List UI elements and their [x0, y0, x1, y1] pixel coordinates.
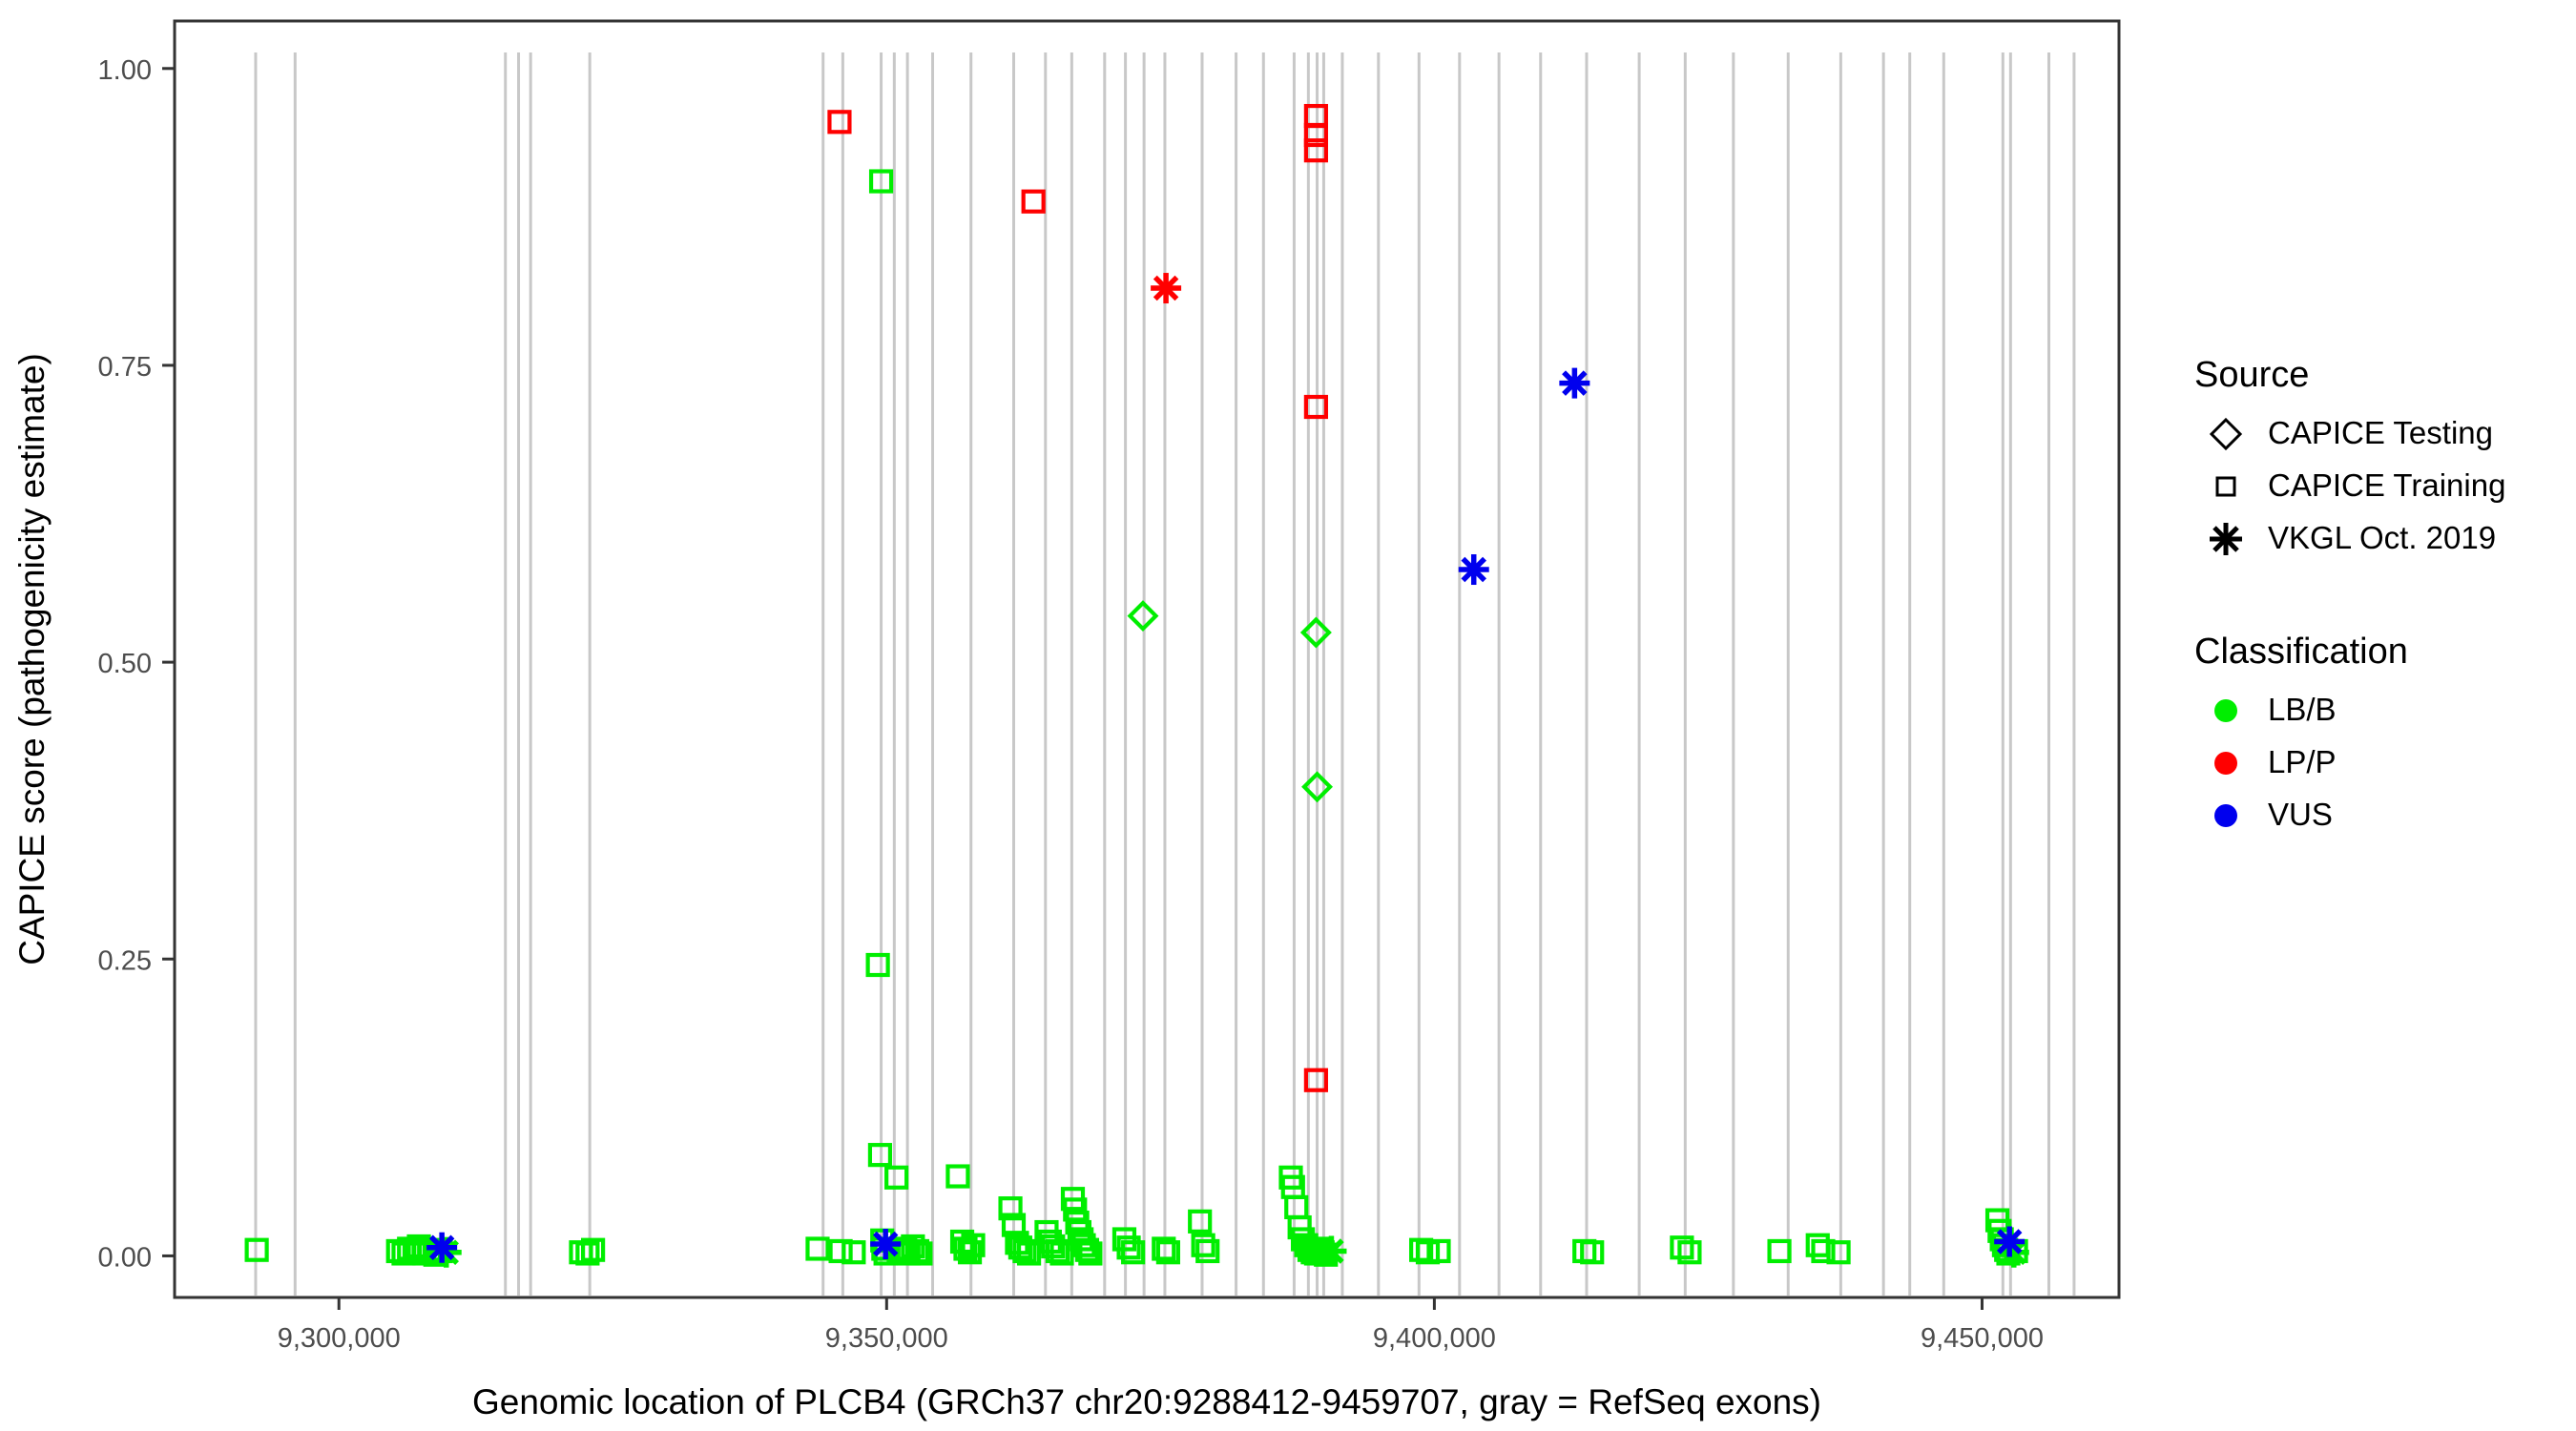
- x-tick-label: 9,400,000: [1373, 1323, 1496, 1354]
- legend-item-label: CAPICE Training: [2268, 467, 2505, 503]
- point-square: [957, 1240, 983, 1265]
- y-tick-label: 0.75: [98, 352, 152, 383]
- point-square: [1063, 1197, 1088, 1222]
- point-square: [1409, 1237, 1434, 1262]
- point-square: [1426, 1238, 1451, 1264]
- point-square: [1303, 1068, 1328, 1092]
- point-square: [1303, 138, 1328, 163]
- point-square: [998, 1196, 1023, 1221]
- point-square: [1303, 394, 1328, 420]
- point-diamond: [1301, 771, 1334, 803]
- legend-circle-icon: [2214, 804, 2237, 827]
- point-square: [908, 1241, 933, 1266]
- y-axis-title: CAPICE score (pathogenicity estimate): [12, 353, 52, 965]
- point-diamond: [1299, 616, 1332, 649]
- point-asterisk: [1151, 273, 1182, 304]
- point-square: [1074, 1237, 1100, 1262]
- point-asterisk: [1559, 367, 1590, 399]
- y-tick-label: 1.00: [98, 55, 152, 86]
- point-square: [867, 1143, 893, 1168]
- point-square: [1811, 1238, 1836, 1264]
- point-square: [1303, 122, 1328, 148]
- legend-square-icon: [2215, 476, 2236, 497]
- point-square: [945, 1164, 970, 1189]
- scatter-data-points: [244, 103, 2029, 1268]
- point-square: [1767, 1238, 1792, 1264]
- legend-area: Source CAPICE Testing CAPICE Training VKGL …: [2194, 355, 2505, 832]
- point-asterisk: [870, 1228, 902, 1259]
- legend-item-label: LB/B: [2268, 692, 2337, 727]
- point-square: [893, 1236, 918, 1261]
- point-square: [581, 1237, 606, 1262]
- y-tick-label: 0.50: [98, 649, 152, 679]
- point-square: [1152, 1236, 1176, 1261]
- point-square: [953, 1236, 978, 1261]
- legend-item-label: VUS: [2268, 797, 2333, 832]
- legend-asterisk-icon: [2210, 523, 2242, 555]
- point-square: [1121, 1240, 1146, 1265]
- y-axis: 0.00 0.25 0.50 0.75 1.00: [98, 55, 175, 1273]
- point-asterisk: [1994, 1226, 2025, 1257]
- refseq-exon-lines: [254, 52, 2076, 1296]
- x-axis-title: Genomic location of PLCB4 (GRCh37 chr20:…: [472, 1382, 1821, 1421]
- point-square: [805, 1236, 830, 1261]
- point-asterisk: [1316, 1235, 1347, 1267]
- point-square: [827, 110, 852, 135]
- point-square: [841, 1240, 866, 1265]
- plot-panel-frame: [173, 19, 2121, 1299]
- point-square: [1191, 1233, 1215, 1257]
- point-asterisk: [1458, 554, 1489, 586]
- point-square: [1116, 1235, 1141, 1260]
- point-square: [1155, 1240, 1180, 1265]
- legend-item-label: CAPICE Testing: [2268, 415, 2493, 450]
- point-square: [1580, 1240, 1605, 1265]
- x-tick-label: 9,450,000: [1921, 1323, 2044, 1354]
- point-asterisk: [426, 1232, 458, 1263]
- legend-circle-icon: [2214, 752, 2237, 775]
- legend-item-label: VKGL Oct. 2019: [2268, 520, 2496, 555]
- point-square: [868, 169, 894, 194]
- point-square: [1078, 1241, 1103, 1266]
- point-diamond: [1127, 600, 1159, 633]
- point-square: [1195, 1238, 1220, 1264]
- point-square: [1045, 1238, 1070, 1264]
- point-square: [1188, 1209, 1213, 1234]
- legend-circle-icon: [2214, 699, 2237, 722]
- legend-title-classification: Classification: [2194, 632, 2408, 672]
- point-square: [1670, 1235, 1694, 1260]
- point-square: [904, 1238, 930, 1264]
- point-square: [884, 1165, 909, 1190]
- x-tick-label: 9,300,000: [278, 1323, 401, 1354]
- point-square: [1021, 189, 1046, 214]
- point-square: [1001, 1213, 1027, 1237]
- y-tick-label: 0.00: [98, 1242, 152, 1273]
- legend-title-source: Source: [2194, 355, 2309, 395]
- point-square: [865, 952, 890, 978]
- point-square: [575, 1241, 600, 1266]
- x-tick-label: 9,350,000: [825, 1323, 948, 1354]
- legend-item-label: LP/P: [2268, 744, 2337, 779]
- point-square: [828, 1238, 853, 1264]
- point-square: [244, 1237, 269, 1262]
- point-square: [1677, 1240, 1702, 1265]
- point-square: [1012, 1238, 1037, 1264]
- point-square: [901, 1234, 925, 1259]
- point-square: [1826, 1240, 1851, 1265]
- legend-diamond-icon: [2209, 417, 2243, 451]
- x-axis: 9,300,000 9,350,000 9,400,000 9,450,000: [278, 1297, 2044, 1354]
- point-square: [961, 1233, 986, 1257]
- y-tick-label: 0.25: [98, 945, 152, 976]
